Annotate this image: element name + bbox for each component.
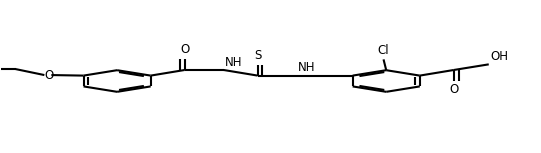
- Text: NH: NH: [298, 61, 315, 74]
- Text: OH: OH: [490, 50, 509, 63]
- Text: NH: NH: [225, 56, 242, 69]
- Text: S: S: [254, 49, 261, 62]
- Text: O: O: [449, 84, 459, 97]
- Text: Cl: Cl: [378, 44, 390, 57]
- Text: O: O: [180, 43, 189, 56]
- Text: O: O: [44, 69, 54, 82]
